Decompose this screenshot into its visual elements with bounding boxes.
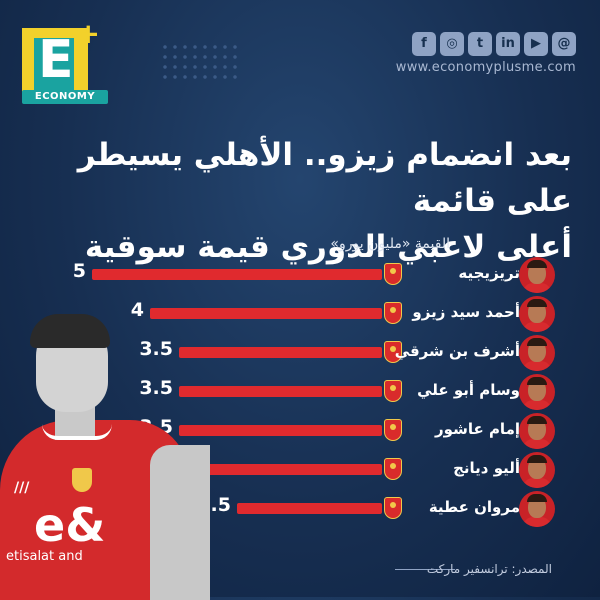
player-avatar: [519, 452, 555, 488]
player-avatar: [519, 257, 555, 293]
player-name: أشرف بن شرقي: [394, 342, 520, 360]
player-avatar: [519, 374, 555, 410]
shirt-brand-stripes: ///: [14, 480, 30, 496]
player-avatar: [519, 491, 555, 527]
threads-icon[interactable]: @: [552, 32, 576, 56]
chart-title: بعد انضمام زيزو.. الأهلي يسيطر على قائمة…: [32, 132, 572, 270]
website-url[interactable]: www.economyplusme.com: [395, 60, 576, 75]
chart-row: 3.5إمام عاشور: [0, 412, 600, 452]
title-line-2: أعلى لاعبي الدوري قيمة سوقية: [84, 229, 572, 265]
bar: [179, 386, 382, 397]
chart-row: 3أليو ديانج: [0, 451, 600, 491]
chart-row: 5 تريزيجيه: [0, 256, 600, 296]
player-name: تريزيجيه: [458, 264, 520, 282]
bar: [179, 347, 382, 358]
player-avatar: [519, 335, 555, 371]
chart-row: 3.5 وسام أبو علي: [0, 373, 600, 413]
title-line-1: بعد انضمام زيزو.. الأهلي يسيطر على قائمة: [77, 137, 572, 219]
value-label: 3.5: [139, 338, 173, 360]
player-name: أحمد سيد زيزو: [412, 303, 520, 321]
club-crest-icon: [384, 458, 402, 480]
club-crest-icon: [384, 419, 402, 441]
player-illustration: /// e& etisalat and: [0, 314, 210, 600]
economy-logo: E + ECONOMY: [18, 17, 108, 104]
chart-row: 4 أحمد سيد زيزو: [0, 295, 600, 335]
sponsor-logo: e&: [34, 498, 106, 552]
club-crest-icon: [384, 341, 402, 363]
youtube-icon[interactable]: ▶: [524, 32, 548, 56]
bar: [237, 503, 382, 514]
club-crest-icon: [384, 380, 402, 402]
club-crest-icon: [72, 468, 92, 492]
logo-name: ECONOMY: [22, 90, 108, 104]
club-crest-icon: [384, 302, 402, 324]
bar: [179, 425, 382, 436]
bar: [150, 308, 382, 319]
twitter-icon[interactable]: t: [468, 32, 492, 56]
club-crest-icon: [384, 263, 402, 285]
player-name: مروان عطية: [428, 498, 520, 516]
club-crest-icon: [384, 497, 402, 519]
player-name: أليو ديانج: [453, 459, 520, 477]
chart-row: 3.5 أشرف بن شرقي: [0, 334, 600, 374]
value-label: 4: [130, 299, 144, 321]
player-name: إمام عاشور: [435, 420, 520, 438]
instagram-icon[interactable]: ◎: [440, 32, 464, 56]
source-note: المصدر: ترانسفير ماركت: [426, 562, 552, 576]
sponsor-name: etisalat and: [6, 549, 83, 564]
logo-letter: E: [38, 30, 74, 90]
linkedin-icon[interactable]: in: [496, 32, 520, 56]
player-avatar: [519, 413, 555, 449]
player-avatar: [519, 296, 555, 332]
logo-plus: +: [76, 17, 100, 50]
facebook-icon[interactable]: f: [412, 32, 436, 56]
player-name: وسام أبو علي: [417, 381, 520, 399]
decorative-dots: [160, 42, 240, 82]
bar: [208, 464, 382, 475]
social-icons: f ◎ t in ▶ @: [412, 32, 576, 56]
value-label: 5: [72, 260, 86, 282]
value-label: 3.5: [139, 377, 173, 399]
bar: [92, 269, 382, 280]
source-divider: [395, 569, 455, 570]
value-unit-label: القيمة «مليون يورو»: [330, 236, 450, 252]
